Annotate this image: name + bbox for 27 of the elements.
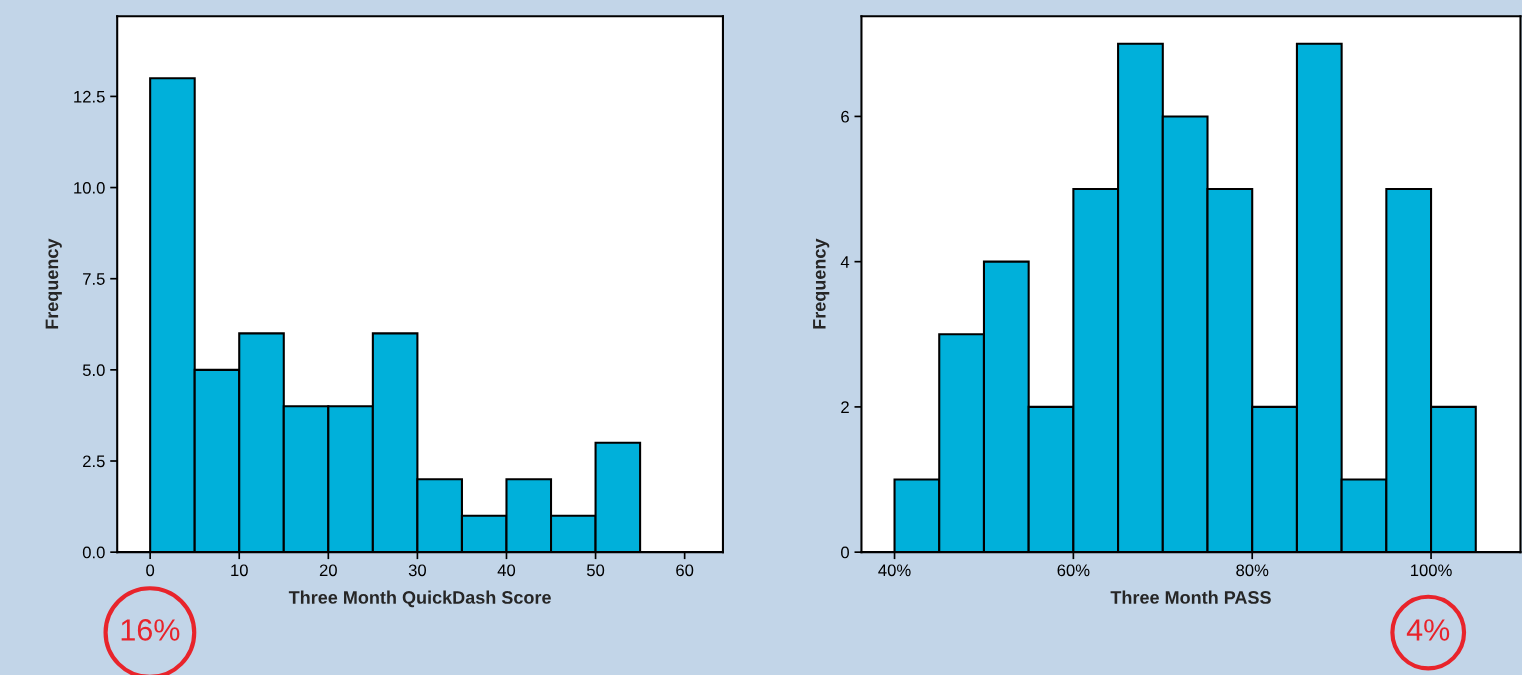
x-tick-label: 10 — [231, 564, 248, 577]
x-tick-label: 60 — [676, 564, 694, 577]
x-tick-label: 40 — [497, 564, 516, 577]
x-tick-label: 0 — [146, 564, 155, 577]
y-tick-label: 5.0 — [82, 364, 105, 377]
y-tick-label: 7.5 — [83, 273, 105, 285]
x-tick-label: 30 — [408, 564, 427, 577]
y-tick-label: 6 — [841, 110, 849, 123]
y-tick-label: 12.5 — [74, 90, 105, 103]
x-tick-label: 80% — [1236, 564, 1269, 577]
y-tick-label: 0 — [841, 546, 849, 559]
x-tick-label: 100% — [1411, 564, 1452, 577]
y-axis-title: Frequency — [813, 238, 830, 329]
y-tick-label: 10.0 — [74, 181, 105, 194]
x-axis-title: Three Month PASS — [1110, 590, 1271, 604]
y-tick-label: 2.5 — [83, 455, 105, 468]
y-tick-label: 0.0 — [82, 546, 105, 559]
x-tick-label: 20 — [319, 564, 337, 577]
y-tick-label: 4 — [840, 256, 850, 268]
x-tick-label: 50 — [586, 564, 605, 577]
y-tick-label: 2 — [841, 401, 849, 413]
text: 4% — [1406, 619, 1450, 641]
x-tick-label: 40% — [878, 564, 911, 577]
y-axis-title: Frequency — [45, 238, 62, 329]
x-axis-title: Three Month QuickDash Score — [288, 590, 551, 608]
text: 16% — [121, 619, 180, 641]
x-tick-label: 60% — [1057, 564, 1090, 577]
